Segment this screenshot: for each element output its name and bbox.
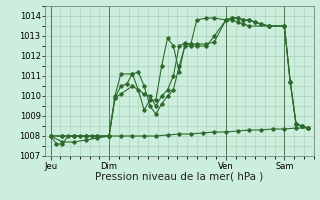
X-axis label: Pression niveau de la mer( hPa ): Pression niveau de la mer( hPa ) <box>95 172 263 182</box>
